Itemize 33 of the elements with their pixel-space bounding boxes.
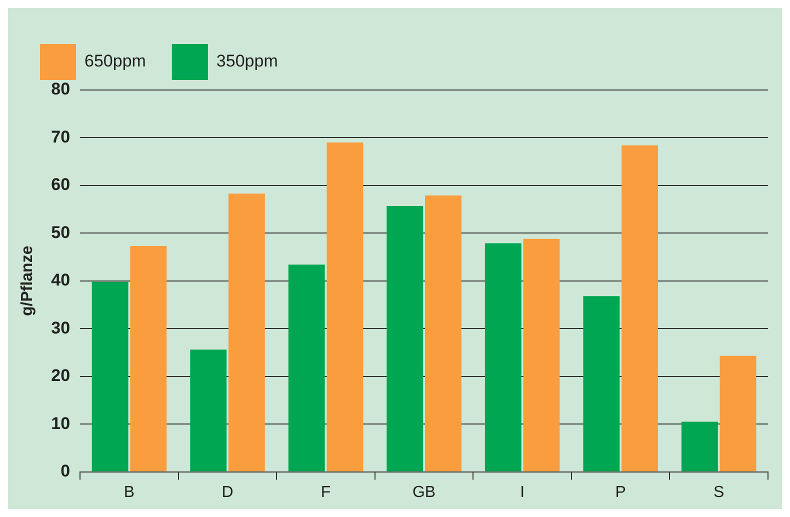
y-tick-label: 10 — [51, 414, 70, 433]
x-tick-label: F — [320, 484, 331, 501]
bar — [682, 422, 718, 472]
x-tick-label: D — [222, 484, 234, 501]
y-tick-label: 30 — [51, 318, 70, 338]
bar — [386, 206, 424, 472]
y-tick-label: 60 — [51, 175, 70, 194]
bar — [425, 195, 462, 472]
x-tick-label: GB — [412, 484, 436, 501]
bar — [326, 142, 364, 472]
bar — [523, 238, 560, 472]
x-tick-label: P — [615, 484, 626, 501]
bar — [484, 243, 522, 472]
bar — [92, 282, 128, 472]
bar — [190, 350, 227, 472]
y-tick-label: 20 — [51, 366, 70, 386]
bar — [720, 356, 756, 472]
bar — [622, 145, 658, 472]
x-tick-label: B — [124, 484, 135, 501]
y-tick-label: 0 — [60, 461, 70, 480]
y-tick-label: 70 — [51, 127, 70, 146]
bar — [130, 246, 167, 472]
bar — [583, 296, 620, 472]
bar — [228, 194, 265, 472]
bar — [288, 264, 325, 472]
y-tick-label: 40 — [51, 270, 70, 290]
y-tick-label: 80 — [51, 80, 70, 99]
x-tick-label: I — [520, 484, 525, 501]
y-axis-title: g/Pflanze — [19, 246, 36, 316]
legend-label: 650ppm — [84, 52, 146, 71]
y-tick-label: 50 — [51, 222, 70, 242]
legend-label: 350ppm — [216, 52, 278, 71]
x-tick-label: S — [714, 484, 724, 501]
